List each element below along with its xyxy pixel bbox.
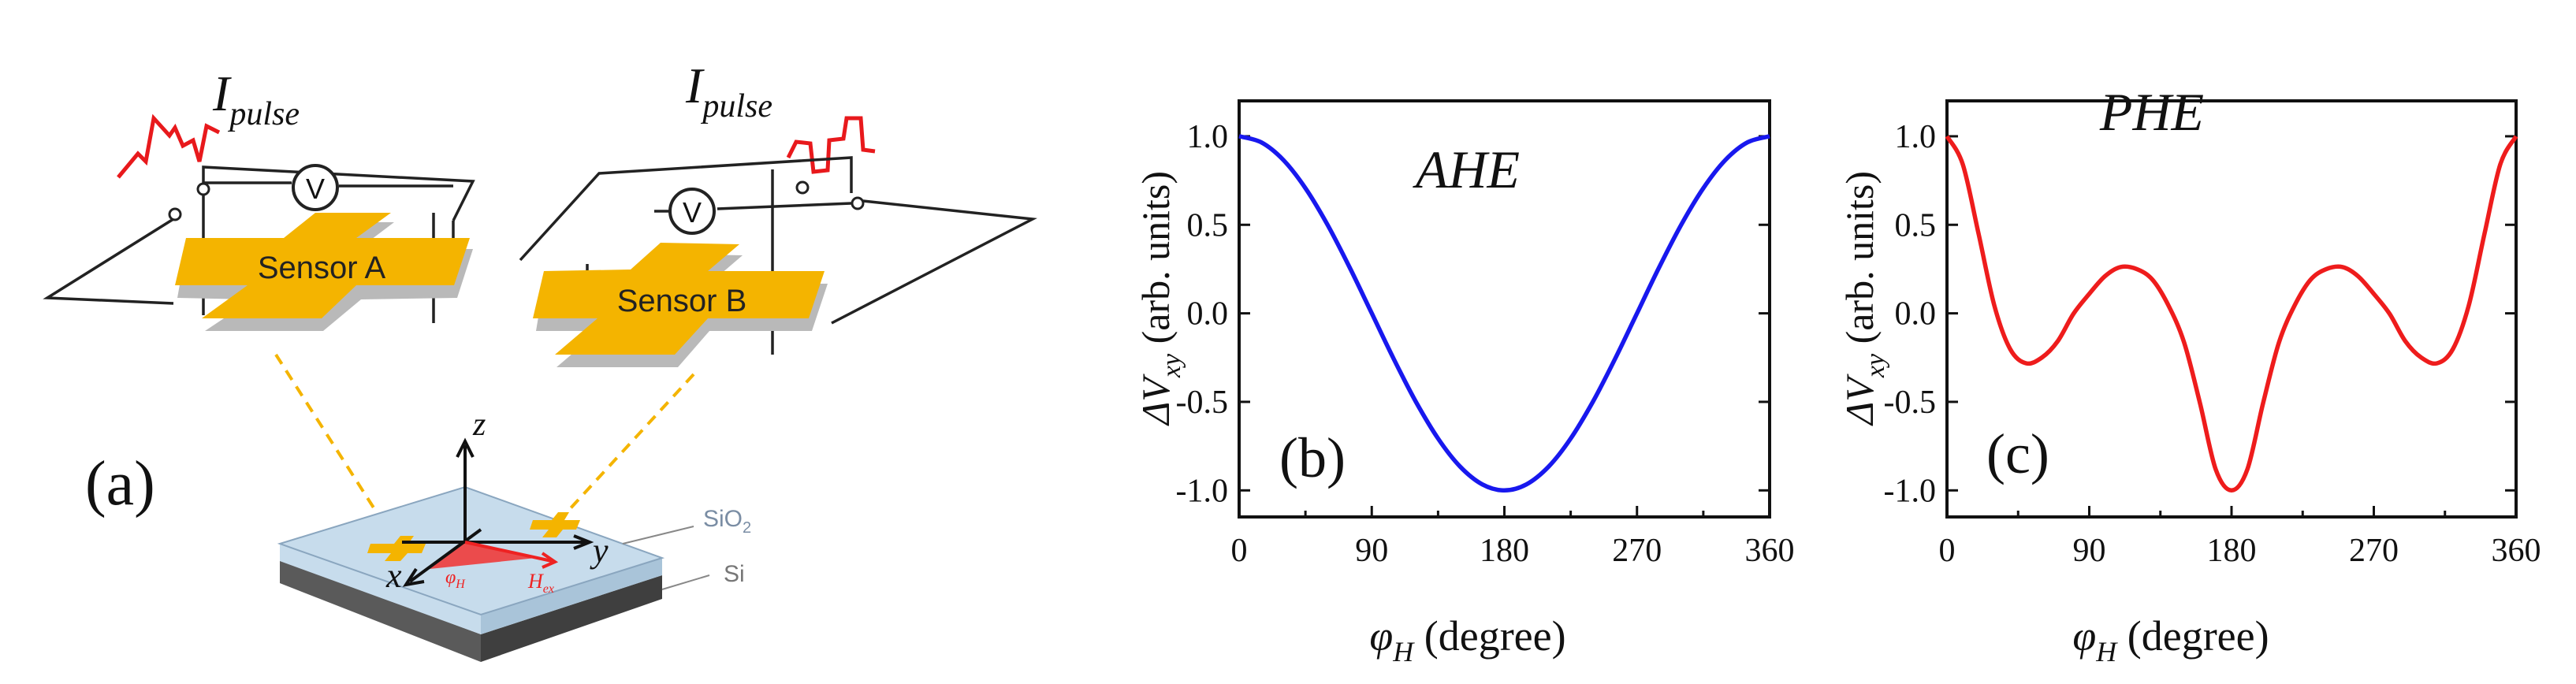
mini-sensor-b — [530, 512, 580, 537]
substrate — [277, 485, 665, 662]
voltmeter-a-symbol: V — [306, 173, 325, 205]
chart-c-xlabel: φH (degree) — [2072, 612, 2269, 667]
chart-b-series-line — [1238, 134, 1770, 493]
coordinate-axes — [402, 437, 594, 587]
chart-b-xtick-label: 360 — [1745, 533, 1795, 569]
layer-si-label: Si — [724, 561, 745, 587]
chart-c-xtick-label: 180 — [2207, 533, 2257, 569]
chart-c-ytick-label: -0.5 — [1884, 385, 1937, 421]
chart-b-xlabel: φH (degree) — [1369, 612, 1565, 667]
chart-c-ytick-label: 1.0 — [1895, 119, 1937, 155]
chart-b-ytick-label: 0.5 — [1187, 207, 1229, 243]
chart-c-xtick-label: 0 — [1939, 533, 1956, 569]
pulse-waveform-left — [117, 113, 221, 179]
sensor-a: Sensor A — [175, 213, 473, 331]
panel-a-schematic: Ipulse Ipulse V Sensor A — [43, 58, 1037, 662]
sensor-b: Sensor B — [533, 243, 828, 367]
terminal-a-left — [168, 207, 182, 221]
panel-a-label: (a) — [85, 449, 155, 519]
chart-b-ytick-label: -1.0 — [1176, 473, 1229, 509]
axis-y-label: y — [590, 531, 609, 570]
axis-z-label: z — [472, 407, 486, 443]
chart-b-xtick-label: 0 — [1231, 533, 1248, 569]
chart-b-ytick-label: -0.5 — [1176, 385, 1229, 421]
field-vector-head — [541, 552, 559, 569]
chart-c-series-line — [1945, 135, 2518, 493]
sio2-leader — [622, 526, 694, 545]
sensor-a-label: Sensor A — [258, 251, 386, 285]
voltmeter-b — [668, 188, 716, 235]
voltmeter-a — [292, 164, 339, 211]
terminal-a-right — [196, 182, 210, 196]
projection-line-a — [274, 353, 396, 541]
chart-c-xtick-label: 90 — [2073, 533, 2106, 569]
pulse-label-left: Ipulse — [212, 65, 300, 132]
h-ex-label: Hex — [527, 570, 554, 596]
pulse-waveform-right — [786, 116, 876, 174]
chart-b-panel-label: (b) — [1279, 426, 1346, 489]
projection-line-b — [558, 373, 695, 522]
chart-b-xtick-label: 90 — [1355, 533, 1388, 569]
terminal-b-right — [851, 196, 865, 210]
axis-x-label: x — [385, 556, 402, 595]
chart-c-xtick-label: 360 — [2492, 533, 2541, 569]
chart-c-xtick-label: 270 — [2349, 533, 2399, 569]
sensor-b-label: Sensor B — [617, 284, 747, 318]
chart-b-xtick-label: 180 — [1480, 533, 1529, 569]
mini-sensor-a — [367, 536, 426, 561]
layer-sio2-label: SiO2 — [703, 506, 751, 537]
chart-b-ytick-label: 0.0 — [1187, 296, 1229, 333]
chart-c-ylabel: ΔVxy (arb. units) — [1837, 171, 1890, 426]
terminal-b-left — [795, 180, 810, 195]
chart-c-annotation: PHE — [2099, 82, 2204, 142]
voltmeter-b-symbol: V — [683, 196, 702, 229]
pulse-label-right: Ipulse — [685, 58, 772, 125]
chart-b-ylabel: ΔVxy (arb. units) — [1134, 171, 1186, 426]
chart-c-panel-label: (c) — [1986, 422, 2049, 485]
field-vector — [464, 541, 553, 563]
si-leader — [661, 574, 710, 590]
chart-c-ytick-label: 0.0 — [1895, 296, 1937, 333]
chart-c-ytick-label: -1.0 — [1884, 473, 1937, 509]
chart-c-ytick-label: 0.5 — [1895, 207, 1937, 243]
chart-b-ytick-label: 1.0 — [1187, 119, 1229, 155]
chart-b-annotation: AHE — [1413, 139, 1520, 199]
chart-b-xtick-label: 270 — [1612, 533, 1662, 569]
phi-h-label: φH — [445, 567, 466, 591]
chart-b: ΔVxy (arb. units) φH (degree) AHE (b) 0 9… — [1134, 99, 1795, 667]
chart-c: ΔVxy (arb. units) φH (degree) PHE (c) 0 9… — [1837, 82, 2541, 667]
